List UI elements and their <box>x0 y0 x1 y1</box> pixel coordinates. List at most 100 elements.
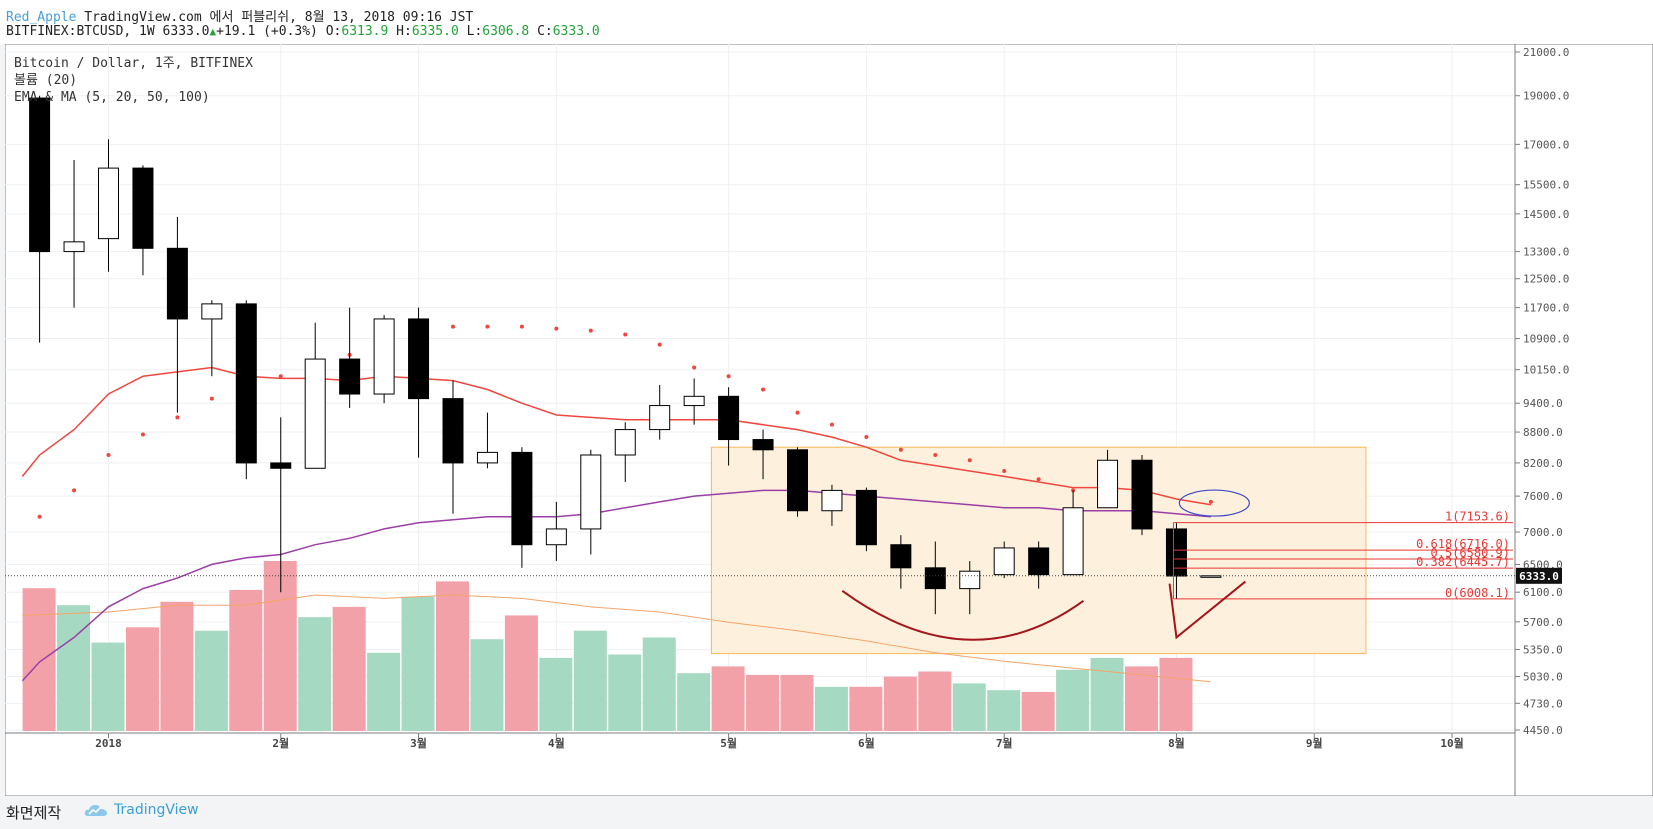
fib-level-label: 0(6008.1) <box>1445 586 1510 600</box>
sar-dot <box>519 324 524 329</box>
x-tick-label: 4월 <box>548 736 565 750</box>
candle-body <box>649 405 671 431</box>
volume-bar <box>1090 657 1124 731</box>
candle-body <box>270 462 292 469</box>
sar-dot <box>829 422 834 427</box>
candle-body <box>235 303 257 464</box>
y-tick-label: 5030.0 <box>1523 670 1563 683</box>
fib-level-label: 1(7153.6) <box>1445 510 1510 524</box>
tradingview-brand[interactable]: TradingView <box>84 802 199 818</box>
volume-bar <box>849 686 883 731</box>
sar-dot <box>175 415 180 420</box>
price-chart[interactable]: 21000.0 19000.0 17000.0 15500.0 14500.0 13300… <box>5 44 1653 796</box>
x-tick-label: 9월 <box>1306 736 1323 750</box>
close-label: C: <box>537 24 553 39</box>
candle-body <box>924 567 946 590</box>
x-tick-label: 2월 <box>272 736 289 750</box>
legend-ema-ma: EMA & MA (5, 20, 50, 100) <box>14 90 210 105</box>
candle-body <box>166 247 188 320</box>
candle-body <box>373 318 395 395</box>
sar-dot <box>1208 499 1213 504</box>
volume-bar <box>194 630 228 731</box>
symbol-line: BITFINEX:BTCUSD, 1W 6333.0▲+19.1 (+0.3%)… <box>6 24 600 39</box>
tradingview-cloud-icon <box>84 805 107 816</box>
candle-body <box>1028 547 1050 576</box>
volume-bar <box>91 642 125 731</box>
x-tick-label: 7월 <box>996 736 1013 750</box>
made-by-label: 화면제작 <box>6 804 62 822</box>
candle-body <box>63 241 85 253</box>
volume-bar <box>298 617 332 731</box>
candle-body <box>442 398 464 464</box>
y-tick-label: 11700.0 <box>1523 302 1569 315</box>
x-tick-label: 6월 <box>858 736 875 750</box>
candle-body <box>1062 507 1084 576</box>
y-tick-label: 15500.0 <box>1523 179 1569 192</box>
fib-level-label: 0.382(6445.7) <box>1416 555 1510 569</box>
v-pattern-line <box>1168 580 1246 640</box>
y-tick-label: 19000.0 <box>1523 90 1569 103</box>
y-tick-label: 17000.0 <box>1523 138 1569 151</box>
volume-bar <box>814 686 848 731</box>
current-price: 6333.0 <box>162 24 210 39</box>
candle-body <box>511 451 533 546</box>
sar-dot <box>209 396 214 401</box>
chart-header: Red_Apple TradingView.com 에서 퍼블리쉬, 8월 13… <box>0 0 1653 44</box>
volume-bar <box>470 639 504 731</box>
y-tick-label: 8800.0 <box>1523 426 1563 439</box>
candle-body <box>718 395 740 441</box>
x-tick-label: 2018 <box>95 737 122 750</box>
price-change: +19.1 (+0.3%) <box>216 24 318 39</box>
candle-body <box>132 167 154 249</box>
open-label: O: <box>325 24 342 39</box>
low-label: L: <box>466 24 483 39</box>
sar-dot <box>761 387 766 392</box>
candle-body <box>959 570 981 590</box>
y-tick-label: 21000.0 <box>1523 46 1569 59</box>
volume-bar <box>780 674 814 731</box>
sar-dot <box>795 410 800 415</box>
y-tick-label: 5700.0 <box>1523 616 1563 629</box>
volume-bar <box>332 606 366 731</box>
volume-bar <box>436 581 469 731</box>
sar-dot <box>1036 477 1041 482</box>
sar-dot <box>623 332 628 337</box>
sar-dot <box>657 342 662 347</box>
ema-line <box>21 366 1212 506</box>
y-tick-label: 4730.0 <box>1523 697 1563 710</box>
y-tick-label: 6100.0 <box>1523 586 1563 599</box>
volume-bar <box>539 657 573 731</box>
author-link[interactable]: Red_Apple <box>6 10 77 25</box>
volume-bar <box>883 676 917 731</box>
sar-dot <box>37 514 42 519</box>
volume-bar <box>1125 666 1158 731</box>
x-tick-label: 8월 <box>1168 736 1185 750</box>
candle-body <box>1097 459 1119 509</box>
candle-body <box>408 318 430 400</box>
volume-bar <box>229 589 263 731</box>
brand-name: TradingView <box>114 802 199 818</box>
candle-body <box>752 439 774 451</box>
sar-dot <box>588 328 593 333</box>
candle-body <box>1131 459 1153 530</box>
sar-dot <box>278 374 283 379</box>
volume-bar <box>401 596 435 731</box>
low-value: 6306.8 <box>482 24 530 39</box>
y-tick-label: 4450.0 <box>1523 724 1563 737</box>
x-tick-label: 3월 <box>410 736 427 750</box>
last-price-badge <box>1516 567 1562 584</box>
y-tick-label: 8200.0 <box>1523 457 1563 470</box>
legend-symbol: Bitcoin / Dollar, 1주, BITFINEX <box>14 56 253 71</box>
chart-footer: 화면제작 TradingView <box>0 796 1653 829</box>
ma-line <box>21 489 1211 682</box>
last-price-label: 6333.0 <box>1519 570 1559 583</box>
y-tick-label: 12500.0 <box>1523 273 1569 286</box>
sar-dot <box>933 452 938 457</box>
volume-bar <box>573 630 607 731</box>
candle-body <box>29 97 51 253</box>
x-tick-label: 10월 <box>1440 736 1463 750</box>
sar-dot <box>485 324 490 329</box>
candle-body <box>580 454 602 530</box>
sar-dot <box>554 326 559 331</box>
candle-body <box>1200 575 1222 578</box>
